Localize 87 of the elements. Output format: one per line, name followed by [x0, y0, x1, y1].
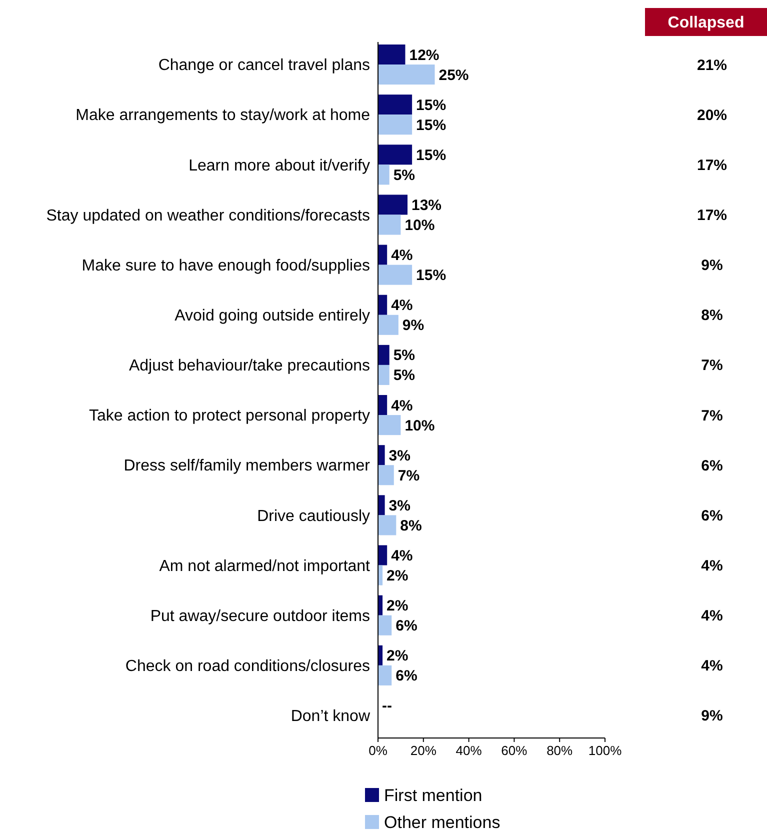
bar	[378, 264, 412, 285]
data-label: 10%	[404, 417, 435, 434]
data-label: 15%	[416, 146, 446, 164]
y-tick-label: Change or cancel travel plans	[158, 57, 370, 74]
text: 17%	[696, 156, 728, 174]
bar	[378, 114, 412, 135]
y-tick-label: Make sure to have enough food/supplies	[82, 257, 370, 274]
legend-label: First mention	[384, 786, 482, 805]
bar	[378, 244, 388, 265]
bar	[378, 214, 401, 235]
x-tick-label: 80%	[546, 743, 574, 758]
bar	[378, 515, 396, 536]
data-label: 4%	[391, 547, 413, 564]
data-label: 2%	[386, 598, 408, 615]
bar	[378, 395, 388, 416]
text: 7%	[701, 407, 723, 424]
legend-label: Other mentions	[384, 812, 500, 832]
bar	[378, 344, 390, 365]
text: 9%	[701, 708, 723, 725]
text: 6%	[701, 457, 723, 474]
x-tick-label: 0%	[368, 743, 388, 758]
text: 17%	[696, 207, 728, 224]
x-tick-label: 60%	[501, 743, 528, 758]
data-label: 15%	[416, 267, 446, 284]
y-tick-label: Drive cautiously	[257, 508, 370, 525]
y-tick-label: Adjust behaviour/take precautions	[128, 358, 370, 375]
data-label: 6%	[396, 668, 418, 685]
text: 20%	[696, 106, 728, 124]
data-label: 10%	[404, 217, 435, 234]
bar	[378, 164, 390, 185]
data-label: 5%	[393, 367, 416, 384]
data-label: 6%	[396, 618, 418, 635]
bar	[378, 415, 401, 436]
bar	[378, 94, 412, 115]
text: 21%	[696, 56, 728, 74]
data-label: 8%	[400, 517, 422, 534]
y-tick-label: Make arrangements to stay/work at home	[76, 107, 370, 124]
bar	[378, 615, 392, 636]
y-tick-label: Learn more about it/verify	[188, 157, 370, 174]
x-tick-label: 20%	[410, 743, 437, 758]
data-label: 2%	[386, 568, 408, 585]
text: 4%	[701, 608, 723, 625]
text: 6%	[701, 507, 723, 524]
data-label: 3%	[388, 447, 410, 464]
y-tick-label: Avoid going outside entirely	[174, 307, 370, 324]
bar	[378, 495, 385, 516]
text: 9%	[701, 257, 723, 274]
y-tick-label: Stay updated on weather conditions/forecasts	[46, 207, 370, 224]
x-tick-label: 100%	[588, 743, 622, 758]
data-label: 7%	[398, 467, 420, 484]
text: --	[382, 698, 392, 715]
data-label: 13%	[412, 196, 442, 214]
data-label: 5%	[393, 166, 416, 184]
text: 7%	[701, 357, 723, 374]
data-label: 4%	[391, 297, 413, 314]
bar	[378, 364, 390, 385]
bar	[378, 545, 388, 566]
y-tick-label: Take action to protect personal property	[88, 408, 370, 425]
x-tick-label: 40%	[456, 743, 482, 758]
bar	[378, 314, 398, 335]
text: 4%	[701, 658, 723, 675]
y-tick-label: Don’t know	[290, 708, 370, 726]
text: 8%	[701, 307, 723, 324]
bar	[378, 194, 408, 215]
text: Collapsed	[668, 14, 744, 32]
bar	[378, 445, 385, 466]
bar	[378, 465, 394, 486]
data-label: 15%	[416, 96, 446, 114]
data-label: 4%	[391, 247, 413, 264]
y-tick-label: Put away/secure outdoor items	[150, 608, 370, 625]
data-label: 25%	[438, 66, 469, 84]
bar	[378, 64, 435, 85]
data-label: 12%	[409, 46, 440, 64]
bar	[378, 144, 412, 165]
bar	[378, 665, 392, 686]
bar	[378, 44, 406, 65]
data-label: 3%	[388, 497, 410, 514]
bar	[378, 294, 388, 315]
y-tick-label: Am not alarmed/not important	[159, 558, 371, 575]
text: 4%	[701, 558, 723, 574]
data-label: 9%	[402, 317, 424, 334]
data-label: 5%	[393, 347, 416, 364]
data-label: 4%	[391, 397, 413, 414]
y-tick-label: Check on road conditions/closures	[125, 658, 370, 675]
data-label: 2%	[386, 648, 408, 665]
data-label: 15%	[416, 116, 446, 134]
y-tick-label: Dress self/family members warmer	[124, 458, 371, 475]
